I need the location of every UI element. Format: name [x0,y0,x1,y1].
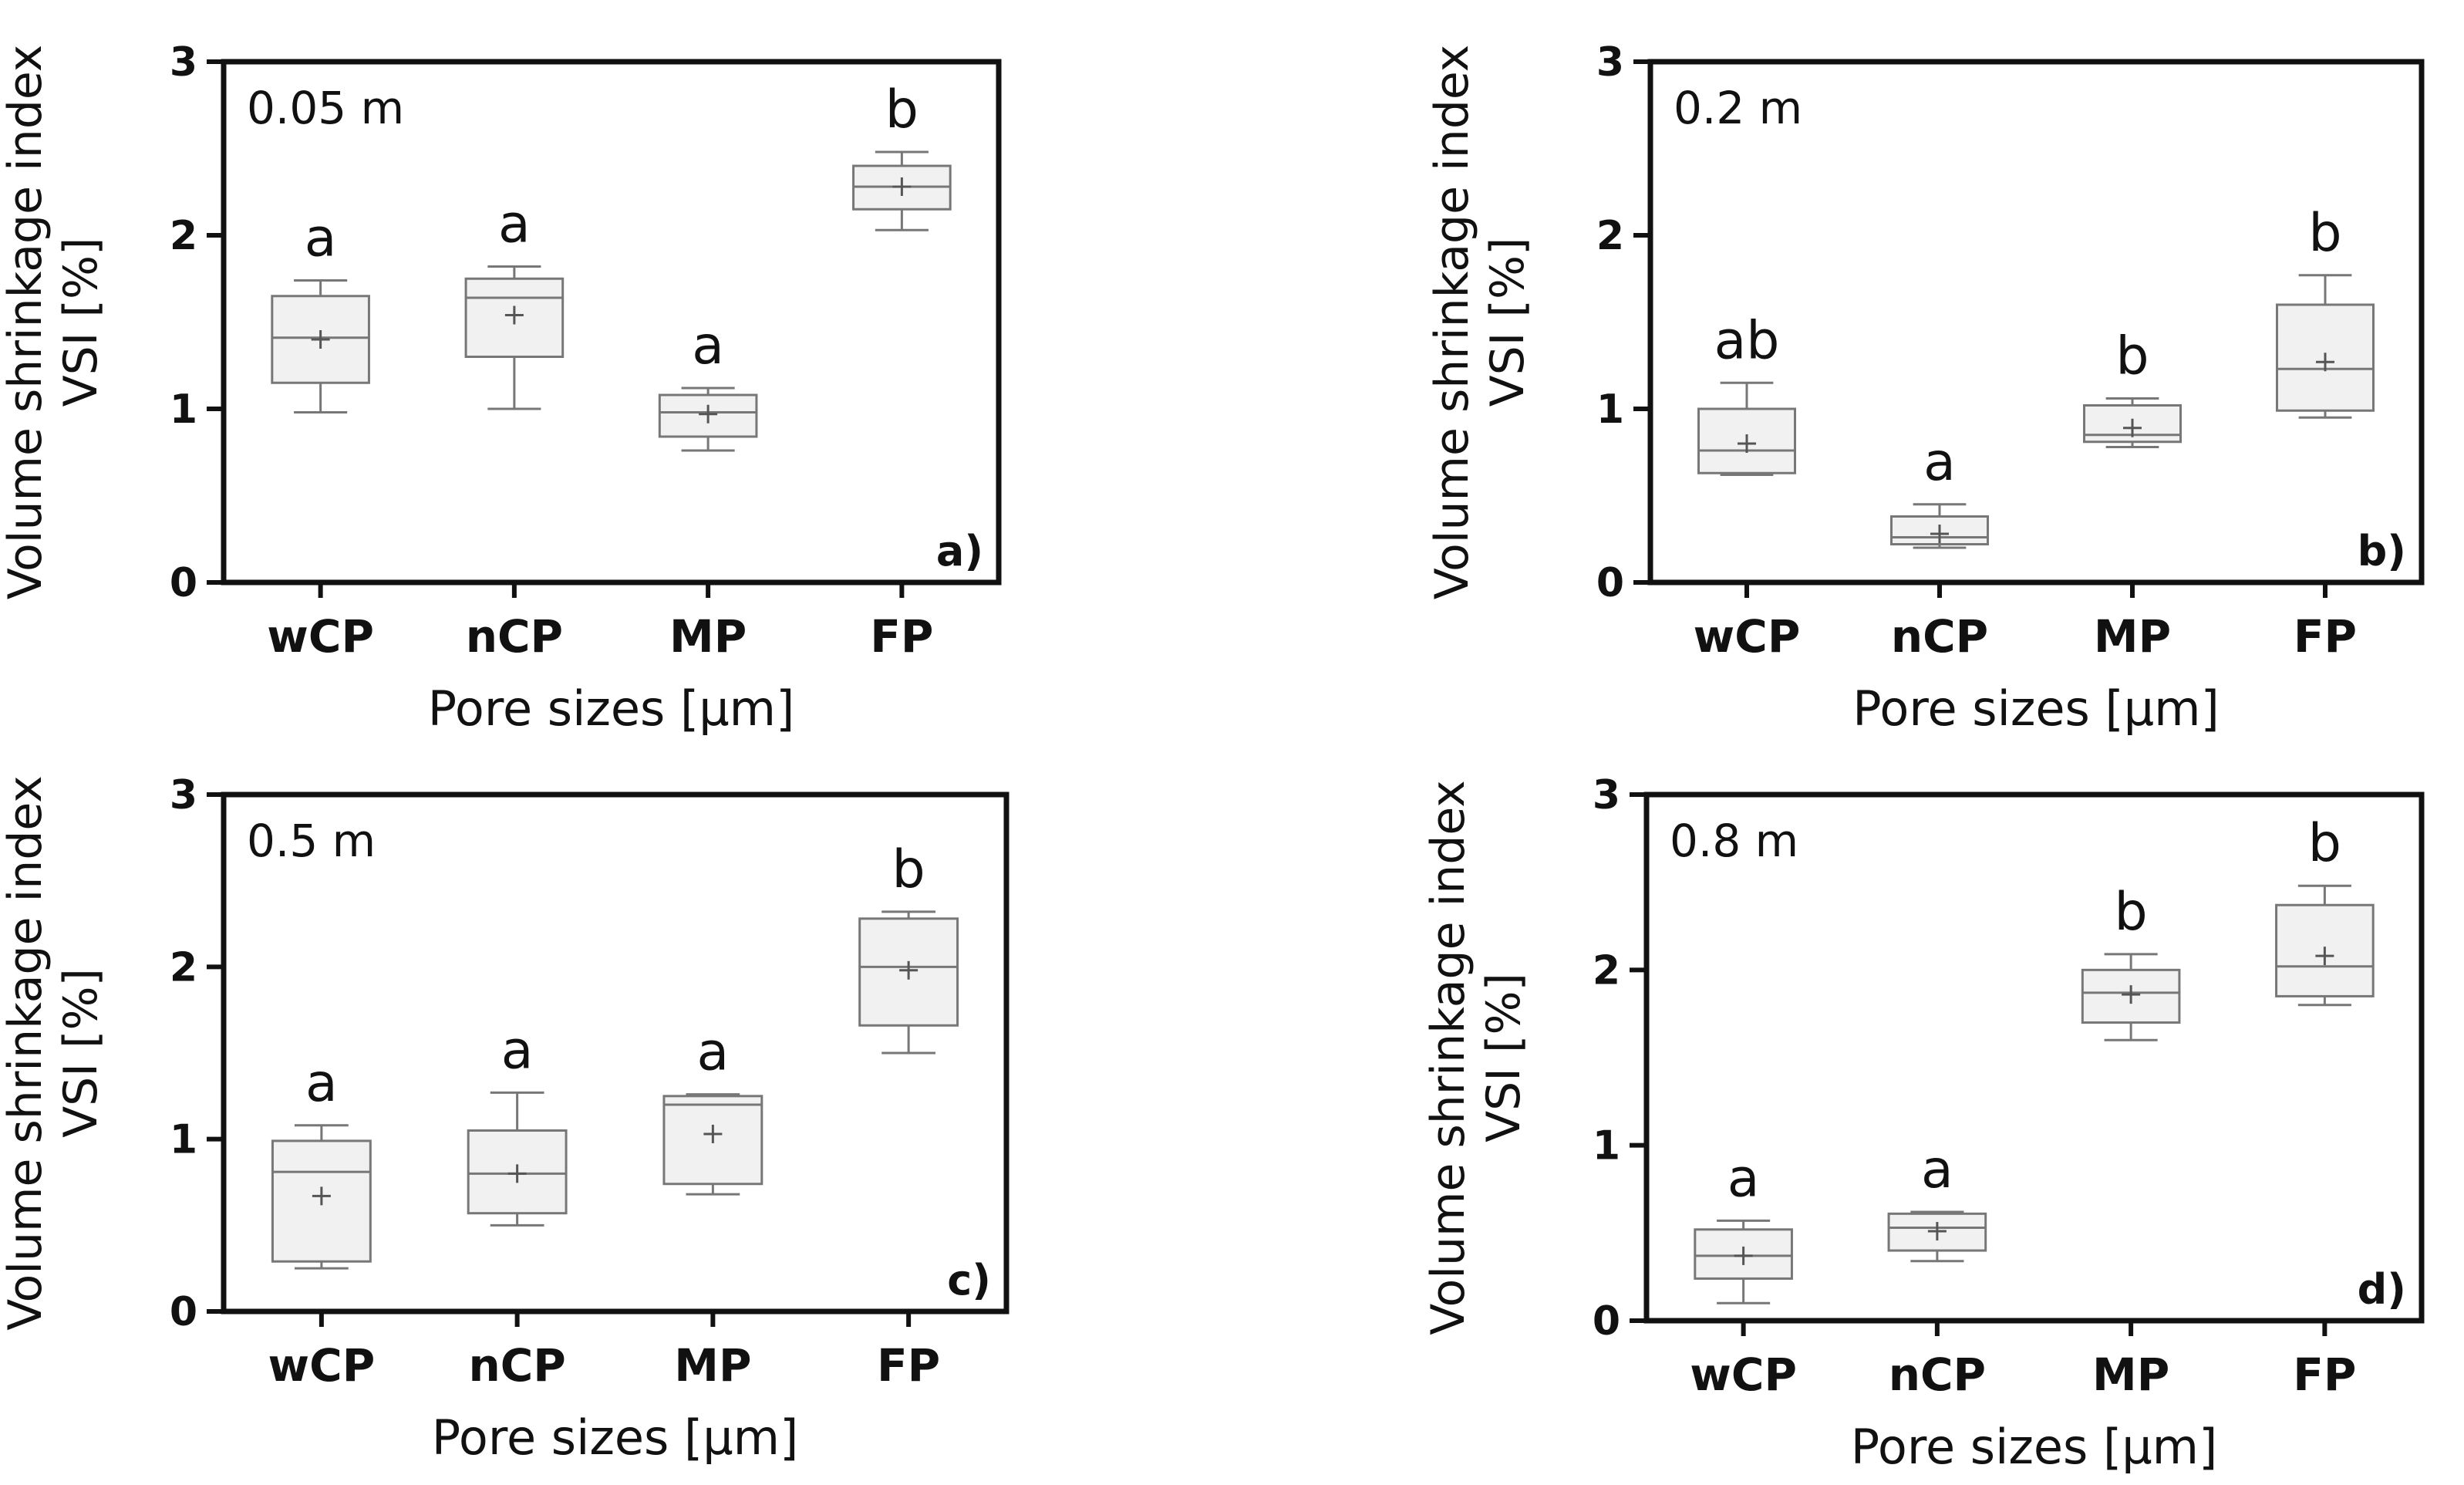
significance-letter: b [2115,882,2148,943]
x-tick-label: wCP [268,1339,376,1392]
panel-b: 0 1 2 3 wCP nCP MP FP Pore sizes [µm] Volume shri… [1425,39,2425,737]
y-tick-label: 2 [170,213,197,259]
y-tick-label: 0 [1593,1298,1620,1345]
box-MP: a [658,316,758,452]
box-nCP: a [1890,432,1989,549]
x-tick-label: MP [669,610,747,663]
panel-label: d) [2358,1265,2406,1314]
significance-letter: a [697,1022,730,1083]
y-axis-title: Volume shrinkage indexVSI [%] [1421,780,1531,1335]
y-tick-label: 1 [170,386,197,433]
x-tick-label: nCP [1891,610,1988,663]
box-nCP: a [467,1020,568,1227]
x-tick-label: FP [2294,610,2357,663]
y-axis-title-line2: VSI [%] [54,238,108,407]
y-tick-label: 2 [170,944,197,991]
y-tick-label: 1 [1596,386,1624,433]
x-tick-label: MP [2094,610,2171,663]
box-MP: a [662,1022,763,1196]
significance-letter: b [2115,326,2149,387]
plot-frame [1643,791,2425,1324]
x-tick-label: nCP [468,1339,565,1392]
box-MP: b [2081,882,2181,1041]
panel-label: a) [936,527,983,575]
y-tick-label: 3 [1596,39,1624,86]
x-axis-title: Pore sizes [µm] [432,1409,799,1466]
y-tick-label: 0 [170,1289,197,1335]
significance-letter: b [885,79,919,140]
x-tick-label: wCP [1694,610,1801,663]
significance-letter: a [305,208,337,269]
y-tick-label: 2 [1596,213,1624,259]
x-tick-label: nCP [466,610,563,663]
y-axis-title-line1: Volume shrinkage index [1421,780,1475,1335]
x-tick-label: MP [2092,1348,2169,1401]
significance-letter: a [501,1020,534,1081]
significance-letter: a [692,316,724,376]
box-wCP: a [1694,1148,1793,1304]
y-tick-label: 1 [1593,1123,1620,1169]
y-tick-label: 3 [170,772,197,818]
significance-letter: b [892,839,925,900]
y-axis-title-line1: Volume shrinkage index [0,45,52,600]
box-nCP: a [1887,1139,1987,1263]
significance-letter: a [1727,1148,1760,1209]
box-MP: b [2083,326,2182,448]
y-tick-label: 3 [1593,772,1620,818]
significance-letter: ab [1714,310,1780,371]
x-tick-label: FP [870,610,933,663]
x-axis-title: Pore sizes [µm] [1852,680,2220,737]
box-FP: b [2275,813,2375,1007]
significance-letter: a [305,1053,338,1114]
panel-label: c) [947,1256,991,1304]
depth-label: 0.8 m [1670,815,1798,867]
y-axis-title-line2: VSI [%] [1477,973,1531,1142]
significance-letter: a [1921,1139,1953,1200]
box-FP: b [852,79,952,231]
x-tick-label: wCP [1690,1348,1797,1401]
x-tick-label: FP [877,1339,940,1392]
y-tick-label: 2 [1593,947,1620,994]
y-tick-label: 3 [170,39,197,86]
plot-frame [221,59,1002,586]
panel-d: 0 1 2 3 wCP nCP MP FP Pore sizes [µm] Volume shri… [1421,772,2425,1475]
box-FP: b [2276,203,2375,419]
x-axis-title: Pore sizes [µm] [428,680,795,737]
y-axis-title: Volume shrinkage indexVSI [%] [1425,45,1535,600]
y-axis-title-line1: Volume shrinkage index [1425,45,1479,600]
x-tick-label: wCP [267,610,374,663]
y-axis-title: Volume shrinkage indexVSI [%] [0,45,108,600]
y-tick-label: 0 [170,560,197,606]
panel-a: 0 1 2 3 wCP nCP MP FP Pore sizes [µm] Volume shri… [0,39,1002,737]
plot-frame [221,791,1010,1315]
x-tick-label: MP [674,1339,751,1392]
x-tick-label: nCP [1889,1348,1986,1401]
depth-label: 0.2 m [1674,82,1802,134]
depth-label: 0.5 m [247,815,376,867]
y-axis-title-line2: VSI [%] [1481,238,1535,407]
panel-c: 0 1 2 3 wCP nCP MP FP Pore sizes [µm] Volume shri… [0,772,1010,1466]
depth-label: 0.05 m [247,82,404,134]
significance-letter: b [2308,813,2341,874]
y-axis-title-line2: VSI [%] [54,968,108,1138]
box-nCP: a [464,194,565,410]
y-tick-label: 0 [1596,560,1624,606]
significance-letter: a [498,194,531,255]
significance-letter: b [2308,203,2341,264]
x-tick-label: FP [2293,1348,2356,1401]
box-wCP: ab [1697,310,1796,476]
box-FP: b [858,839,959,1055]
significance-letter: a [1923,432,1956,493]
panel-label: b) [2358,527,2406,575]
y-axis-title-line1: Volume shrinkage index [0,775,52,1331]
box-wCP: a [271,1053,372,1270]
box-wCP: a [271,208,370,413]
y-tick-label: 1 [170,1117,197,1163]
y-axis-title: Volume shrinkage indexVSI [%] [0,775,108,1331]
plot-frame [1647,59,2425,586]
x-axis-title: Pore sizes [µm] [1851,1419,2218,1475]
